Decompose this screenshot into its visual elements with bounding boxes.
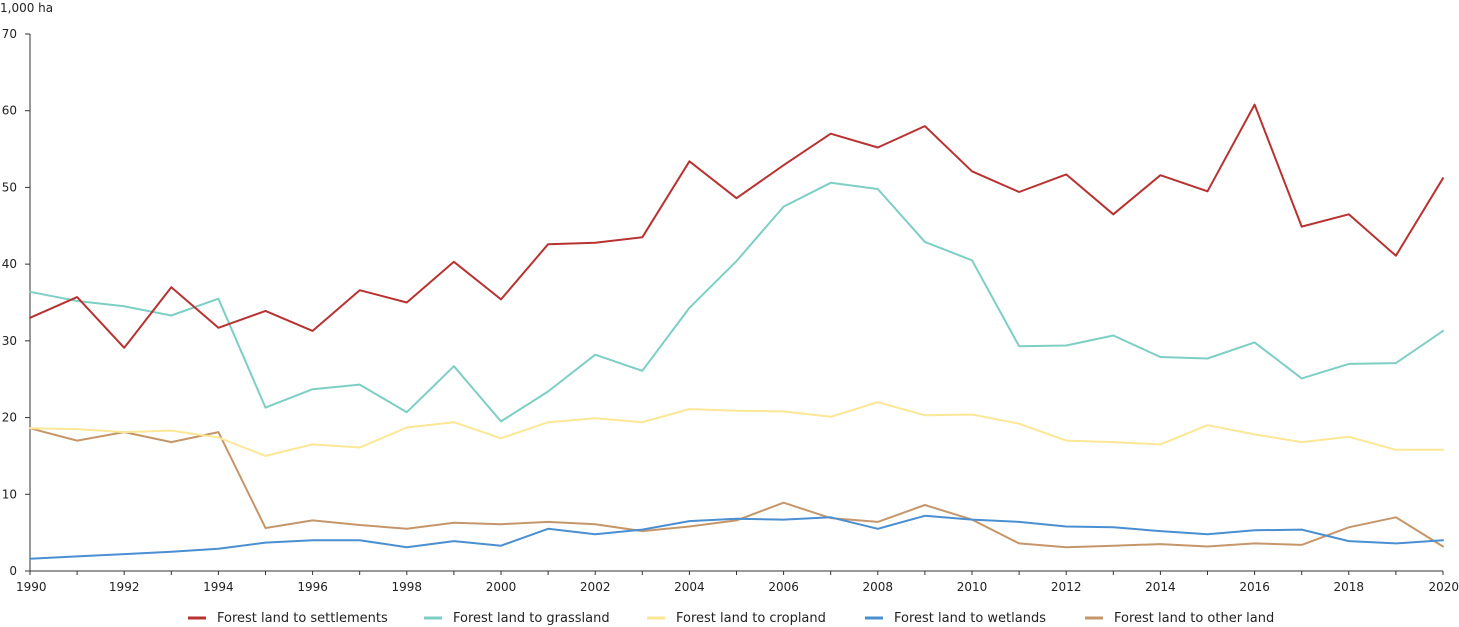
y-tick-label: 60 (2, 104, 17, 118)
x-tick-label: 2002 (580, 580, 611, 594)
x-tick-label: 2004 (674, 580, 705, 594)
x-tick-label: 1994 (203, 580, 234, 594)
x-tick-label: 1996 (297, 580, 328, 594)
y-tick-label: 40 (2, 257, 17, 271)
x-tick-label: 1992 (109, 580, 140, 594)
y-tick-label: 10 (2, 487, 17, 501)
x-tick-label: 2018 (1334, 580, 1365, 594)
x-tick-label: 2006 (768, 580, 799, 594)
legend-label: Forest land to cropland (676, 611, 826, 626)
legend-item: Forest land to grassland (424, 611, 610, 626)
y-axis-ticks: 0 10 20 30 40 50 60 70 (2, 27, 30, 578)
legend-label: Forest land to grassland (453, 611, 610, 626)
legend-label: Forest land to wetlands (894, 611, 1046, 626)
x-axis-ticks: 1990 1992 1994 1996 1998 2000 2002 2004 2006 2008… (16, 571, 1459, 594)
x-tick-label: 2008 (863, 580, 894, 594)
series-line-forest-land-to-cropland (29, 401, 1444, 457)
y-tick-label: 50 (2, 180, 17, 194)
y-tick-label: 20 (2, 411, 17, 425)
legend-label: Forest land to settlements (217, 611, 388, 626)
series-layer (29, 103, 1444, 560)
series-line-forest-land-to-wetlands (29, 514, 1444, 560)
legend-item: Forest land to cropland (647, 611, 826, 626)
series-line-forest-land-to-other-land (29, 427, 1444, 549)
legend-item: Forest land to other land (1085, 611, 1274, 626)
x-tick-label: 2014 (1145, 580, 1176, 594)
legend: Forest land to settlements Forest land to… (188, 611, 1274, 626)
x-tick-label: 2012 (1051, 580, 1082, 594)
y-tick-label: 70 (2, 27, 17, 41)
y-axis-unit-label: 1,000 ha (0, 1, 53, 15)
x-tick-label: 1990 (16, 580, 47, 594)
x-tick-label: 1998 (392, 580, 423, 594)
x-tick-label: 2000 (486, 580, 517, 594)
x-tick-label: 2020 (1428, 580, 1459, 594)
y-tick-label: 0 (9, 564, 17, 578)
legend-label: Forest land to other land (1114, 611, 1274, 626)
series-line-forest-land-to-grassland (29, 181, 1444, 423)
legend-item: Forest land to settlements (188, 611, 388, 626)
series-line-forest-land-to-settlements (29, 103, 1444, 349)
legend-item: Forest land to wetlands (865, 611, 1046, 626)
y-tick-label: 30 (2, 334, 17, 348)
x-tick-label: 2010 (957, 580, 988, 594)
x-tick-label: 2016 (1239, 580, 1270, 594)
